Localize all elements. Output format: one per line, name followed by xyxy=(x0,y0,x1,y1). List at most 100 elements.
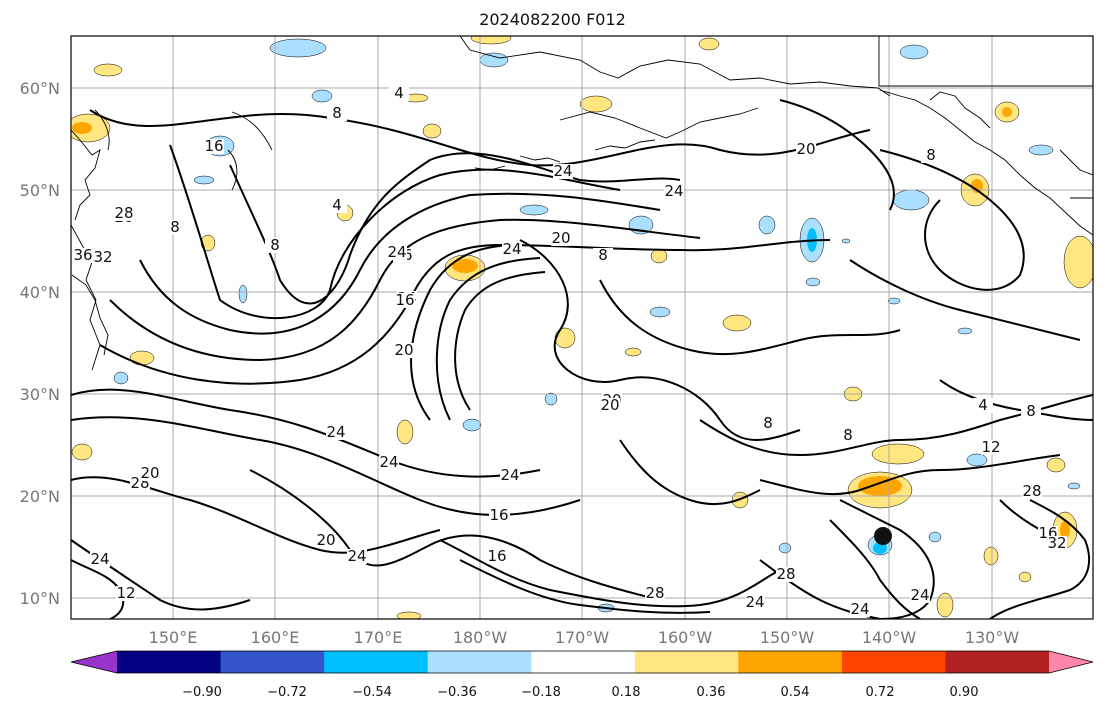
lon-label: 180°W xyxy=(453,628,508,647)
map-title: 2024082200 F012 xyxy=(479,10,626,29)
contour-label-bg xyxy=(489,508,509,523)
contour-label-layer: 4816248162428323648241620242082420162024… xyxy=(73,84,1067,618)
contour-label-bg xyxy=(73,248,93,263)
contour-label-bg xyxy=(973,398,993,413)
contour-label-bg xyxy=(114,206,134,221)
contour-label-bg xyxy=(395,293,415,308)
lon-label: 160°E xyxy=(251,628,300,647)
shaded-anomalies xyxy=(71,36,1093,619)
contour-label: 28 xyxy=(114,204,133,222)
contour-label: 16 xyxy=(395,291,414,309)
contour-label: 8 xyxy=(170,218,180,236)
lat-label: 20°N xyxy=(20,487,60,506)
contour-label-bg xyxy=(316,533,336,548)
colorbar-segment xyxy=(841,651,946,673)
contour-label-bg xyxy=(379,455,399,470)
colorbar-tick-label: −0.90 xyxy=(182,685,222,700)
contour-label-bg xyxy=(776,567,796,582)
coastlines xyxy=(71,36,1093,371)
contour-label-bg xyxy=(553,164,573,179)
lon-label: 160°W xyxy=(658,628,713,647)
contour-label-bg xyxy=(389,86,409,101)
plot-frame xyxy=(70,35,1094,620)
colorbar-segment xyxy=(117,651,222,673)
contour-label: 24 xyxy=(387,243,406,261)
contour-label: 32 xyxy=(1047,534,1066,552)
contour-label: 8 xyxy=(843,426,853,444)
contour-label: 24 xyxy=(850,600,869,618)
contour-label: 28 xyxy=(776,565,795,583)
lon-label: 150°W xyxy=(760,628,815,647)
colorbar-tick-label: 0.90 xyxy=(950,685,979,700)
contour-label-bg xyxy=(796,142,816,157)
lon-label: 170°W xyxy=(555,628,610,647)
contour-label: 12 xyxy=(981,438,1000,456)
contour-label: 36 xyxy=(73,246,92,264)
contour-label-bg xyxy=(1021,404,1041,419)
contour-label-bg xyxy=(745,595,765,610)
contour-label-bg xyxy=(265,238,285,253)
contour-label: 4 xyxy=(394,84,404,102)
contour-label: 28 xyxy=(645,584,664,602)
colorbar-extend-high xyxy=(1049,651,1093,673)
contour-label-bg xyxy=(387,245,407,260)
contour-label: 24 xyxy=(500,466,519,484)
contour-label: 4 xyxy=(332,196,342,214)
contour-label-bg xyxy=(116,586,136,601)
contour-label-bg xyxy=(1022,484,1042,499)
contour-label-bg xyxy=(850,602,870,617)
contour-label-bg xyxy=(758,416,778,431)
contour-label: 16 xyxy=(204,137,223,155)
contour-label: 24 xyxy=(326,423,345,441)
colorbar-segment xyxy=(324,651,429,673)
contour-label: 20 xyxy=(600,396,619,414)
contour-label-bg xyxy=(327,106,347,121)
colorbar xyxy=(70,650,1094,674)
contour-label-bg xyxy=(645,586,665,601)
contour-label-bg xyxy=(838,428,858,443)
contour-label-bg xyxy=(487,549,507,564)
contour-label-bg xyxy=(551,231,571,246)
contour-label-bg xyxy=(165,220,185,235)
lon-label: 140°W xyxy=(862,628,917,647)
contour-label: 4 xyxy=(978,396,988,414)
contour-label: 24 xyxy=(664,182,683,200)
contour-label: 24 xyxy=(90,550,109,568)
colorbar-tick-label: −0.18 xyxy=(521,685,561,700)
lat-label: 30°N xyxy=(20,385,60,404)
lon-label: 130°W xyxy=(965,628,1020,647)
contour-label-bg xyxy=(593,248,613,263)
colorbar-segment xyxy=(738,651,843,673)
contour-label-bg xyxy=(327,198,347,213)
contour-label: 24 xyxy=(347,547,366,565)
colorbar-tick-label: 0.18 xyxy=(612,685,641,700)
contour-label-bg xyxy=(90,552,110,567)
contour-label-bg xyxy=(600,398,620,413)
contour-label: 20 xyxy=(316,531,335,549)
contour-label-bg xyxy=(664,184,684,199)
colorbar-tick-label: 0.54 xyxy=(781,685,810,700)
contour-label: 8 xyxy=(332,104,342,122)
contour-label: 24 xyxy=(910,586,929,604)
lon-label: 150°E xyxy=(149,628,198,647)
contour-label-bg xyxy=(93,250,113,265)
longitude-labels: 150°E 160°E 170°E 180°W 170°W 160°W 150°… xyxy=(149,628,1020,647)
colorbar-segment xyxy=(531,651,636,673)
contour-label: 20 xyxy=(394,341,413,359)
colorbar-tick-label: −0.36 xyxy=(437,685,477,700)
contour-label: 20 xyxy=(796,140,815,158)
contour-label-bg xyxy=(981,440,1001,455)
contour-label: 8 xyxy=(926,146,936,164)
contour-label: 24 xyxy=(553,162,572,180)
colorbar-tick-label: −0.72 xyxy=(267,685,307,700)
contour-label-bg xyxy=(502,242,522,257)
contour-label: 16 xyxy=(487,547,506,565)
contour-label: 8 xyxy=(763,414,773,432)
lon-label: 170°E xyxy=(354,628,403,647)
lat-label: 60°N xyxy=(20,79,60,98)
latitude-labels: 60°N 50°N 40°N 30°N 20°N 10°N xyxy=(20,79,60,608)
contour-label: 8 xyxy=(598,246,608,264)
colorbar-segment xyxy=(945,651,1050,673)
contour-label-bg xyxy=(140,466,160,481)
contour-label: 28 xyxy=(1022,482,1041,500)
